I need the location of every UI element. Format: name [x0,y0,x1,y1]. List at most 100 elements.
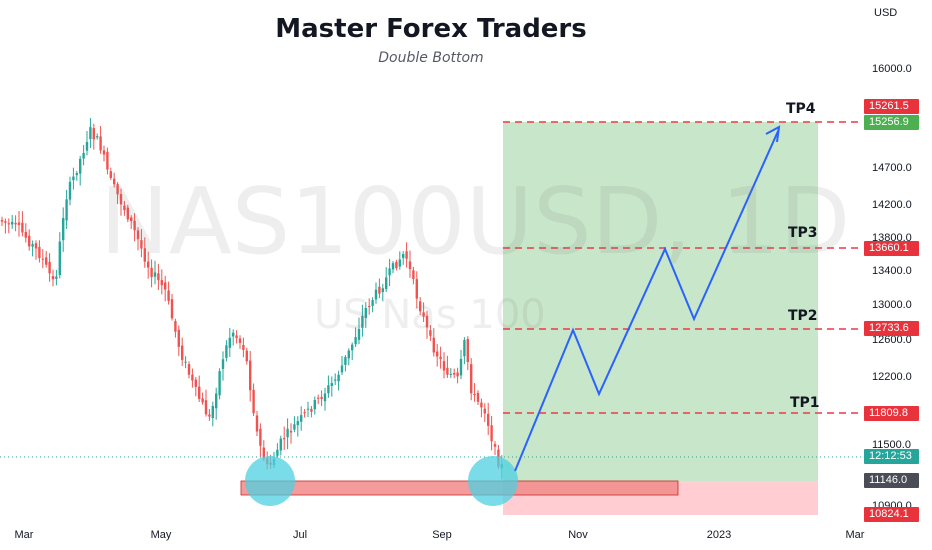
candle-body [293,424,296,430]
candle-body [109,171,112,178]
candle-body [11,221,14,225]
x-tick: Mar [14,529,34,541]
candle-body [276,449,279,456]
candle-body [174,321,177,332]
tp3-price-tag: 13660.1 [864,241,919,256]
candle-body [181,345,184,360]
candle-body [344,357,347,365]
candle-body [147,261,150,268]
candle-body [21,222,24,233]
candle-body [136,230,140,240]
candle-body [402,254,405,258]
candle-body [7,223,10,225]
candle-body [306,408,310,410]
y-tick: 12600.0 [872,334,912,346]
candle-body [38,246,41,259]
candle-body [381,288,384,293]
y-tick: 14700.0 [872,162,912,174]
tp4-label: TP4 [786,101,816,117]
x-tick: Mar [845,529,865,541]
candle-body [398,259,401,267]
candle-body [140,240,143,249]
candle-body [470,364,473,394]
x-tick: 2023 [706,529,732,541]
candle-body [259,428,262,446]
candle-body [225,345,228,358]
candle-body [313,399,316,410]
candle-body [487,413,490,426]
candle-body [385,277,388,290]
y-tick: 12200.0 [872,371,912,383]
candle-body [167,290,170,301]
candle-body [408,261,412,270]
candle-body [96,136,99,138]
x-tick: Jul [292,529,308,541]
candle-body [75,173,78,176]
candle-body [31,244,34,247]
name-watermark: US Nas 100 [314,292,546,338]
candle-body [14,222,17,225]
candle-body [41,258,44,260]
x-tick: Sep [432,529,452,541]
candle-body [337,374,340,382]
tp3-label: TP3 [788,225,818,241]
candle-body [279,438,282,451]
candle-body [289,430,293,433]
candle-body [374,289,378,300]
candle-body [480,402,483,408]
tp2-label: TP2 [788,308,818,324]
stop-price-tag: 10824.1 [864,507,919,522]
candle-body [113,178,116,185]
currency-label: USD [874,7,898,19]
candle-body [116,184,119,195]
candle-body [34,243,38,249]
candle-body [453,373,456,375]
projection-arrowhead [765,125,781,143]
timer-tag: 12:12:53 [864,449,919,464]
candle-body [483,408,486,414]
candle-body [153,272,157,277]
candle-body [228,337,231,348]
candle-body [296,421,299,426]
candle-body [442,361,446,371]
candle-body [187,364,191,375]
y-tick: 13000.0 [872,299,912,311]
candle-body [300,415,303,422]
candle-body [177,329,180,347]
candle-body [449,373,452,375]
candle-body [28,235,31,247]
candle-body [85,141,89,151]
candle-body [412,270,415,280]
candle-body [201,398,204,403]
candle-body [143,248,146,262]
y-tick: 13400.0 [872,265,912,277]
candle-body [204,400,208,415]
support-zone [240,480,679,496]
candle-body [191,374,194,381]
candle-body [310,408,313,412]
candle-body [208,414,211,417]
candle-body [429,330,432,336]
candle-body [99,136,102,151]
candle-body [24,231,27,238]
candle-body [130,217,133,222]
x-tick: May [150,529,172,541]
candle-body [422,312,425,317]
candle-body [119,194,123,205]
candle-body [330,383,333,386]
candle-body [303,412,306,414]
candle-body [55,276,58,279]
candle-body [439,356,442,360]
candle-body [92,128,95,140]
candle-body [62,217,65,241]
candle-body [371,300,374,306]
candles [0,118,503,480]
candle-body [79,158,82,174]
y-tick: 14200.0 [872,199,912,211]
candle-body [51,276,55,280]
x-tick: Nov [568,529,588,541]
candle-body [473,394,476,396]
candle-body [126,207,129,220]
candle-body [436,351,439,357]
